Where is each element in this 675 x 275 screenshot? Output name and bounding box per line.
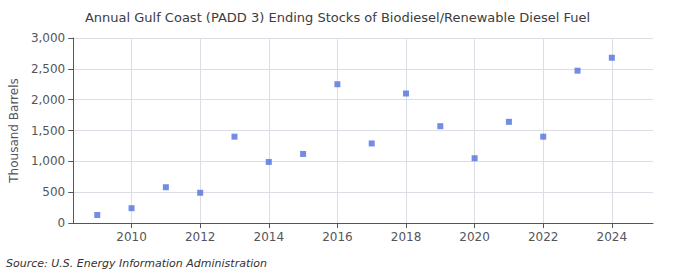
svg-text:2020: 2020 (459, 230, 490, 244)
svg-text:0: 0 (58, 216, 66, 230)
svg-text:2024: 2024 (597, 230, 628, 244)
svg-text:2,000: 2,000 (31, 93, 65, 107)
svg-text:1,000: 1,000 (31, 154, 65, 168)
svg-text:Annual Gulf Coast (PADD 3) End: Annual Gulf Coast (PADD 3) Ending Stocks… (85, 10, 590, 25)
svg-text:1,500: 1,500 (31, 124, 65, 138)
svg-text:2,500: 2,500 (31, 62, 65, 76)
svg-text:Thousand Barrels: Thousand Barrels (7, 78, 21, 183)
svg-text:2012: 2012 (185, 230, 216, 244)
svg-text:2022: 2022 (528, 230, 559, 244)
svg-text:2010: 2010 (116, 230, 147, 244)
svg-text:2016: 2016 (322, 230, 353, 244)
svg-text:2014: 2014 (254, 230, 285, 244)
svg-text:2018: 2018 (391, 230, 422, 244)
svg-text:500: 500 (42, 185, 65, 199)
svg-text:Source: U.S. Energy Informatio: Source: U.S. Energy Information Administ… (6, 257, 267, 270)
svg-text:3,000: 3,000 (31, 31, 65, 45)
